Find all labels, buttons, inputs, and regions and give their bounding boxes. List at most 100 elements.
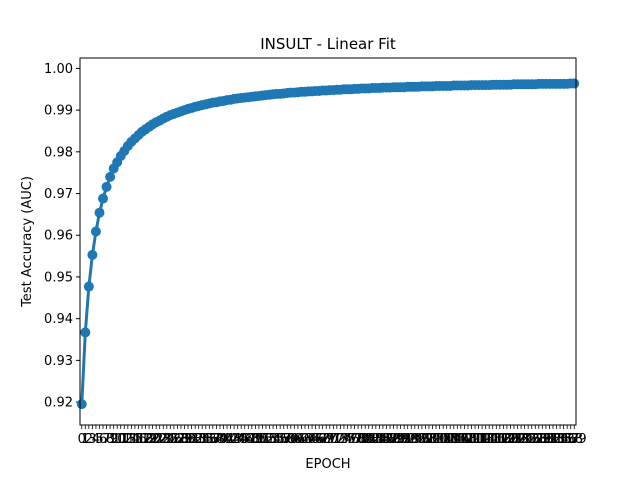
x-tick-label: 121	[498, 432, 523, 447]
x-tick-label: 19	[141, 432, 158, 447]
x-tick-label: 5	[95, 432, 103, 447]
x-tick-label: 18	[137, 432, 154, 447]
x-tick-label: 31	[183, 432, 200, 447]
x-tick-label: 12	[116, 432, 133, 447]
x-tick-label: 38	[208, 432, 225, 447]
x-tick-label: 107	[448, 432, 473, 447]
x-tick-label: 46	[236, 432, 253, 447]
x-tick-label: 134	[544, 432, 569, 447]
x-tick-label: 49	[247, 432, 264, 447]
x-tick-label: 25	[162, 432, 179, 447]
x-tick-label: 4	[92, 432, 100, 447]
x-tick-label: 64	[300, 432, 317, 447]
x-tick-label: 30	[180, 432, 197, 447]
x-tick-label: 65	[304, 432, 321, 447]
x-tick-label: 37	[205, 432, 222, 447]
x-tick-label: 118	[487, 432, 512, 447]
x-tick-label: 73	[332, 432, 349, 447]
x-tick-label: 68	[314, 432, 331, 447]
x-tick-label: 34	[194, 432, 211, 447]
x-tick-label: 111	[463, 432, 488, 447]
x-tick-label: 60	[286, 432, 303, 447]
x-tick-label: 127	[519, 432, 544, 447]
x-tick-label: 94	[407, 432, 424, 447]
x-tick-label: 22	[151, 432, 168, 447]
x-tick-label: 23	[155, 432, 172, 447]
x-tick-label: 116	[480, 432, 505, 447]
x-tick-label: 55	[268, 432, 285, 447]
x-tick-label: 79	[353, 432, 370, 447]
y-tick-label: 0.94	[44, 312, 73, 327]
x-tick-label: 123	[505, 432, 530, 447]
x-tick-label: 32	[187, 432, 204, 447]
x-tick-label: 66	[307, 432, 324, 447]
x-tick-label: 126	[516, 432, 541, 447]
x-tick-label: 125	[512, 432, 537, 447]
x-tick-label: 95	[410, 432, 427, 447]
x-tick-label: 104	[438, 432, 463, 447]
x-tick-label: 108	[452, 432, 477, 447]
x-tick-label: 89	[389, 432, 406, 447]
x-tick-label: 74	[336, 432, 353, 447]
y-axis-ticks: 0.92 0.93 0.94 0.95 0.96 0.97 0.98 0.99 1.00	[44, 62, 80, 411]
x-tick-label: 85	[375, 432, 392, 447]
x-tick-label: 90	[392, 432, 409, 447]
x-tick-label: 54	[265, 432, 282, 447]
x-tick-label: 27	[169, 432, 186, 447]
x-tick-label: 130	[530, 432, 555, 447]
x-tick-label: 139	[562, 432, 587, 447]
x-tick-label: 2	[85, 432, 93, 447]
x-tick-label: 103	[434, 432, 459, 447]
x-tick-label: 120	[495, 432, 520, 447]
y-tick-label: 0.96	[44, 229, 73, 244]
data-point	[76, 399, 87, 410]
x-tick-label: 6	[99, 432, 107, 447]
x-tick-label: 132	[537, 432, 562, 447]
x-tick-label: 96	[414, 432, 431, 447]
plot-area	[76, 78, 580, 410]
x-tick-label: 113	[470, 432, 495, 447]
x-tick-label: 80	[357, 432, 374, 447]
x-tick-label: 8	[106, 432, 114, 447]
y-tick-label: 0.98	[44, 145, 73, 160]
chart-title: INSULT - Linear Fit	[260, 35, 396, 53]
x-tick-label: 9	[110, 432, 118, 447]
x-tick-label: 26	[166, 432, 183, 447]
x-tick-label: 21	[148, 432, 165, 447]
x-tick-label: 58	[279, 432, 296, 447]
x-tick-label: 122	[502, 432, 527, 447]
x-tick-label: 119	[491, 432, 516, 447]
x-tick-label: 91	[396, 432, 413, 447]
x-tick-label: 133	[541, 432, 566, 447]
data-point	[569, 78, 580, 89]
data-point	[87, 249, 98, 260]
x-tick-label: 61	[290, 432, 307, 447]
x-tick-label: 82	[364, 432, 381, 447]
x-tick-label: 29	[176, 432, 193, 447]
x-tick-label: 99	[424, 432, 441, 447]
data-point	[105, 171, 116, 182]
x-tick-label: 47	[240, 432, 257, 447]
x-tick-label: 135	[548, 432, 573, 447]
x-tick-label: 42	[222, 432, 239, 447]
x-tick-label: 24	[159, 432, 176, 447]
x-tick-label: 56	[272, 432, 289, 447]
x-tick-label: 7	[102, 432, 110, 447]
x-tick-label: 71	[325, 432, 342, 447]
x-tick-label: 76	[343, 432, 360, 447]
x-tick-label: 98	[421, 432, 438, 447]
x-axis-title: EPOCH	[305, 457, 350, 472]
x-tick-label: 39	[212, 432, 229, 447]
x-tick-label: 102	[431, 432, 456, 447]
x-tick-label: 137	[555, 432, 580, 447]
x-tick-label: 93	[403, 432, 420, 447]
x-tick-label: 51	[254, 432, 271, 447]
x-tick-label: 97	[417, 432, 434, 447]
x-tick-label: 16	[130, 432, 147, 447]
x-tick-label: 136	[551, 432, 576, 447]
x-tick-label: 100	[424, 432, 449, 447]
x-tick-label: 117	[484, 432, 509, 447]
x-tick-label: 83	[368, 432, 385, 447]
x-tick-label: 124	[509, 432, 534, 447]
